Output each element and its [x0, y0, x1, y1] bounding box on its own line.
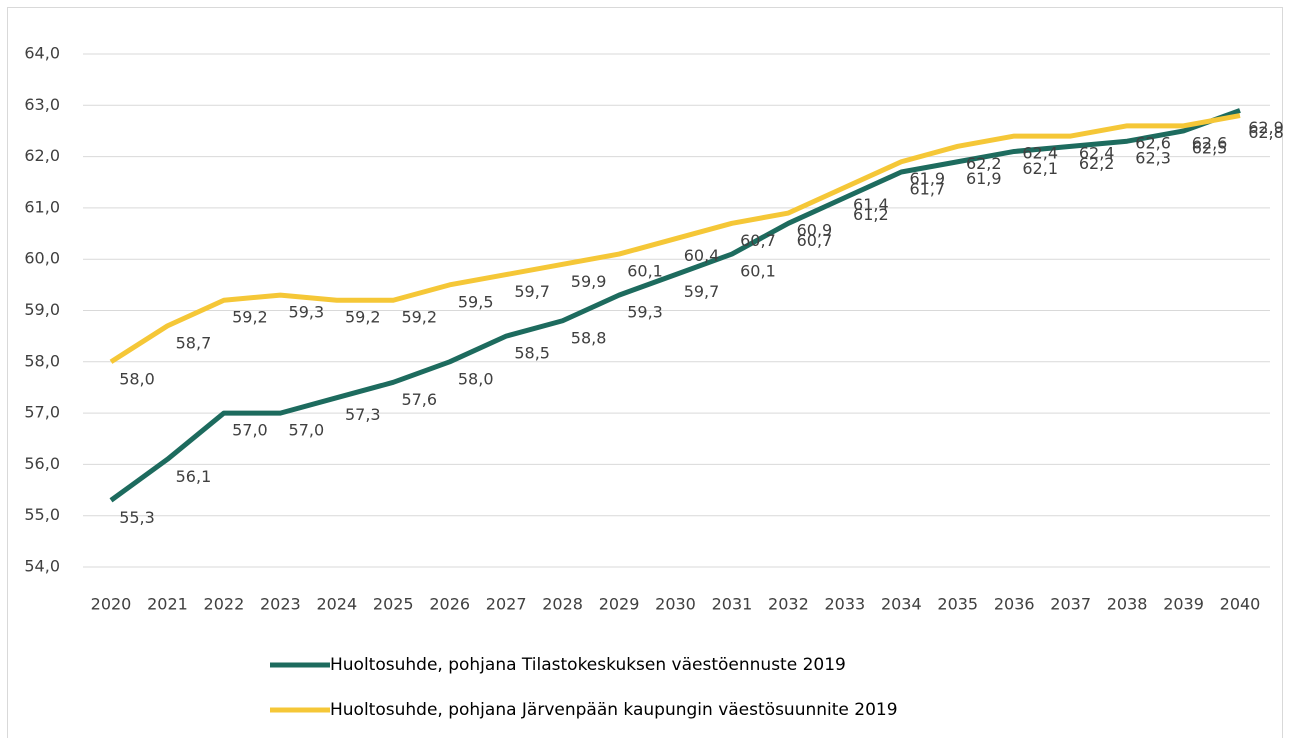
data-label: 55,3	[119, 508, 155, 527]
y-tick-label: 56,0	[24, 454, 60, 473]
x-tick-label: 2039	[1163, 595, 1204, 614]
data-label: 62,3	[1135, 149, 1171, 168]
data-label: 60,9	[797, 221, 833, 240]
data-label: 59,9	[571, 272, 607, 291]
legend-label: Huoltosuhde, pohjana Tilastokeskuksen vä…	[330, 655, 846, 675]
x-tick-label: 2033	[824, 595, 865, 614]
x-tick-label: 2032	[768, 595, 809, 614]
x-tick-label: 2040	[1220, 595, 1261, 614]
data-label: 62,4	[1022, 144, 1058, 163]
data-label: 60,1	[627, 262, 663, 281]
data-label: 60,7	[740, 231, 776, 250]
data-label: 62,8	[1248, 123, 1284, 142]
data-label: 61,2	[853, 205, 889, 224]
data-label: 58,0	[458, 369, 494, 388]
series-line	[109, 113, 1241, 364]
y-tick-label: 61,0	[24, 197, 60, 216]
data-label: 59,7	[684, 282, 720, 301]
data-label: 57,0	[289, 421, 325, 440]
data-label: 59,3	[289, 303, 325, 322]
data-label: 60,4	[684, 246, 720, 265]
data-label: 57,6	[401, 390, 437, 409]
data-label: 62,9	[1248, 118, 1284, 137]
data-label: 58,8	[571, 328, 607, 347]
x-tick-label: 2020	[91, 595, 132, 614]
data-label: 58,0	[119, 369, 155, 388]
y-tick-label: 58,0	[24, 351, 60, 370]
y-tick-label: 64,0	[24, 44, 60, 63]
data-label: 56,1	[176, 467, 212, 486]
data-label: 59,2	[345, 308, 381, 327]
data-label: 62,2	[966, 154, 1002, 173]
y-tick-label: 63,0	[24, 95, 60, 114]
x-tick-label: 2027	[486, 595, 527, 614]
data-label: 59,7	[514, 282, 550, 301]
data-label: 61,9	[909, 169, 945, 188]
x-tick-label: 2038	[1107, 595, 1148, 614]
y-tick-label: 62,0	[24, 146, 60, 165]
data-label: 62,6	[1135, 133, 1171, 152]
data-label: 60,7	[797, 231, 833, 250]
x-tick-label: 2025	[373, 595, 414, 614]
y-tick-label: 60,0	[24, 249, 60, 268]
x-tick-label: 2021	[147, 595, 188, 614]
data-label: 59,2	[232, 308, 268, 327]
x-tick-label: 2035	[937, 595, 978, 614]
data-label: 57,3	[345, 405, 381, 424]
data-label: 62,6	[1192, 133, 1228, 152]
data-label: 61,7	[909, 179, 945, 198]
x-tick-label: 2031	[712, 595, 753, 614]
x-tick-label: 2034	[881, 595, 922, 614]
data-label: 62,1	[1022, 159, 1058, 178]
x-tick-label: 2030	[655, 595, 696, 614]
data-label: 57,0	[232, 421, 268, 440]
legend-label: Huoltosuhde, pohjana Järvenpään kaupungi…	[330, 700, 898, 720]
data-label: 58,5	[514, 344, 550, 363]
x-tick-label: 2028	[542, 595, 583, 614]
x-tick-label: 2037	[1050, 595, 1091, 614]
data-label: 62,4	[1079, 144, 1115, 163]
y-tick-label: 59,0	[24, 300, 60, 319]
x-tick-label: 2024	[316, 595, 357, 614]
data-label: 59,3	[627, 303, 663, 322]
data-label: 62,2	[1079, 154, 1115, 173]
data-label: 60,1	[740, 262, 776, 281]
y-tick-label: 55,0	[24, 505, 60, 524]
series-line	[109, 108, 1241, 503]
y-tick-label: 54,0	[24, 557, 60, 576]
x-tick-label: 2022	[204, 595, 245, 614]
data-label: 59,2	[401, 308, 437, 327]
chart-frame	[7, 7, 1283, 738]
y-tick-label: 57,0	[24, 403, 60, 422]
data-label: 61,4	[853, 195, 889, 214]
data-label: 58,7	[176, 333, 212, 352]
x-tick-label: 2026	[429, 595, 470, 614]
x-tick-label: 2023	[260, 595, 301, 614]
data-label: 61,9	[966, 169, 1002, 188]
x-tick-label: 2029	[599, 595, 640, 614]
data-label: 62,5	[1192, 138, 1228, 157]
data-label: 59,5	[458, 292, 494, 311]
x-tick-label: 2036	[994, 595, 1035, 614]
